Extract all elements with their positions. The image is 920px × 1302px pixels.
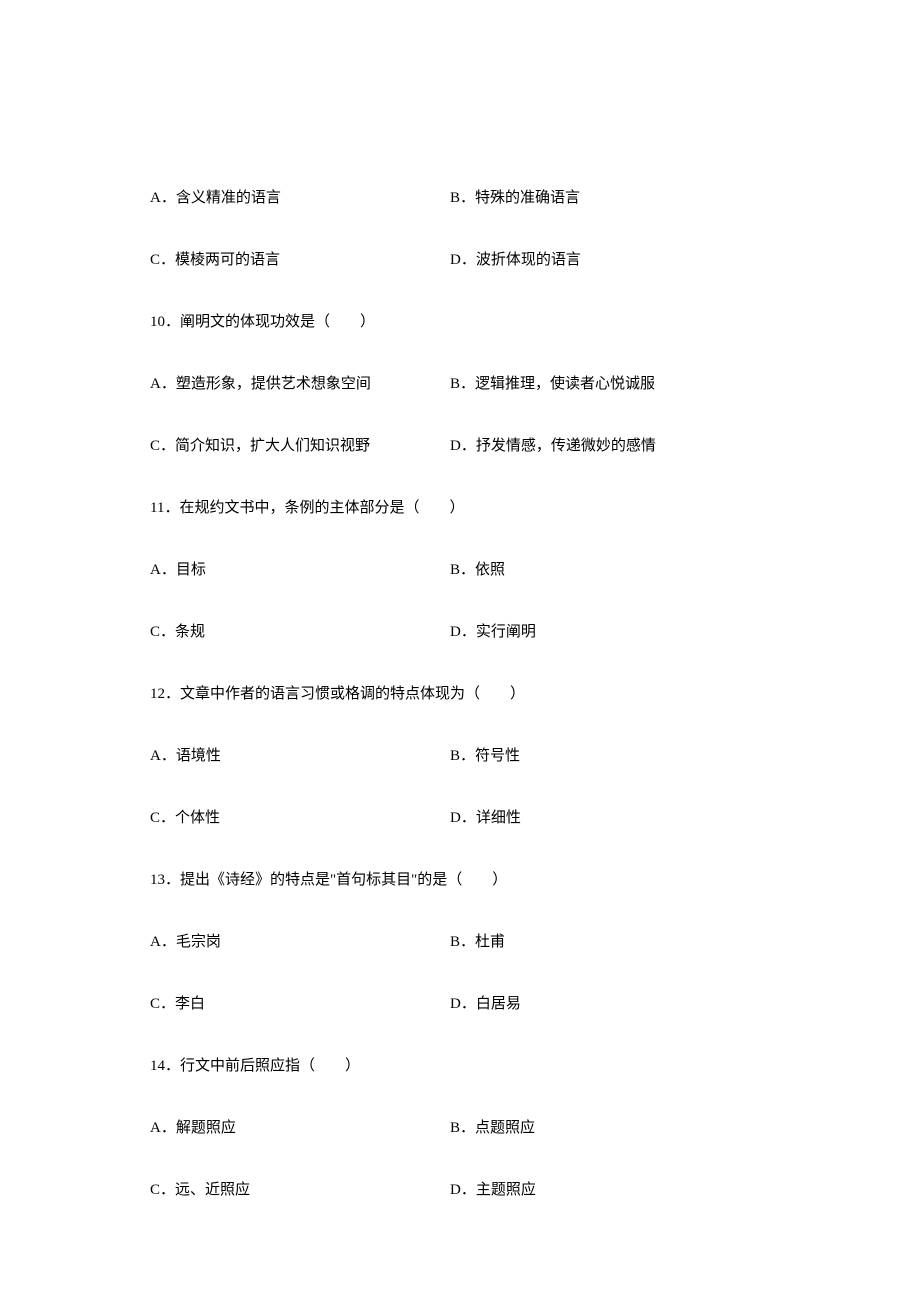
q12-option-c: C．个体性 — [150, 808, 450, 829]
q9-option-d: D．波折体现的语言 — [450, 250, 770, 271]
q10-option-b: B．逻辑推理，使读者心悦诚服 — [450, 374, 770, 395]
q11-option-a: A．目标 — [150, 560, 450, 581]
q13-option-b: B．杜甫 — [450, 932, 770, 953]
q9-option-a: A．含义精准的语言 — [150, 188, 450, 209]
q14-option-d: D．主题照应 — [450, 1180, 770, 1201]
q10-option-a: A．塑造形象，提供艺术想象空间 — [150, 374, 450, 395]
q9-option-b: B．特殊的准确语言 — [450, 188, 770, 209]
q11-option-d: D．实行阐明 — [450, 622, 770, 643]
q12-stem: 12．文章中作者的语言习惯或格调的特点体现为（ ） — [150, 684, 770, 705]
q12-option-b: B．符号性 — [450, 746, 770, 767]
q11-option-c: C．条规 — [150, 622, 450, 643]
q10-option-c: C．简介知识，扩大人们知识视野 — [150, 436, 450, 457]
q12-option-a: A．语境性 — [150, 746, 450, 767]
q9-option-c: C．模棱两可的语言 — [150, 250, 450, 271]
q14-stem: 14．行文中前后照应指（ ） — [150, 1056, 770, 1077]
q11-option-b: B．依照 — [450, 560, 770, 581]
q13-option-c: C．李白 — [150, 994, 450, 1015]
q13-option-d: D．白居易 — [450, 994, 770, 1015]
q13-option-a: A．毛宗岗 — [150, 932, 450, 953]
q10-stem: 10．阐明文的体现功效是（ ） — [150, 312, 770, 333]
q14-option-a: A．解题照应 — [150, 1118, 450, 1139]
q14-option-c: C．远、近照应 — [150, 1180, 450, 1201]
q14-option-b: B．点题照应 — [450, 1118, 770, 1139]
q12-option-d: D．详细性 — [450, 808, 770, 829]
q13-stem: 13．提出《诗经》的特点是"首句标其目"的是（ ） — [150, 870, 770, 891]
q11-stem: 11．在规约文书中，条例的主体部分是（ ） — [150, 498, 770, 519]
q10-option-d: D．抒发情感，传递微妙的感情 — [450, 436, 770, 457]
